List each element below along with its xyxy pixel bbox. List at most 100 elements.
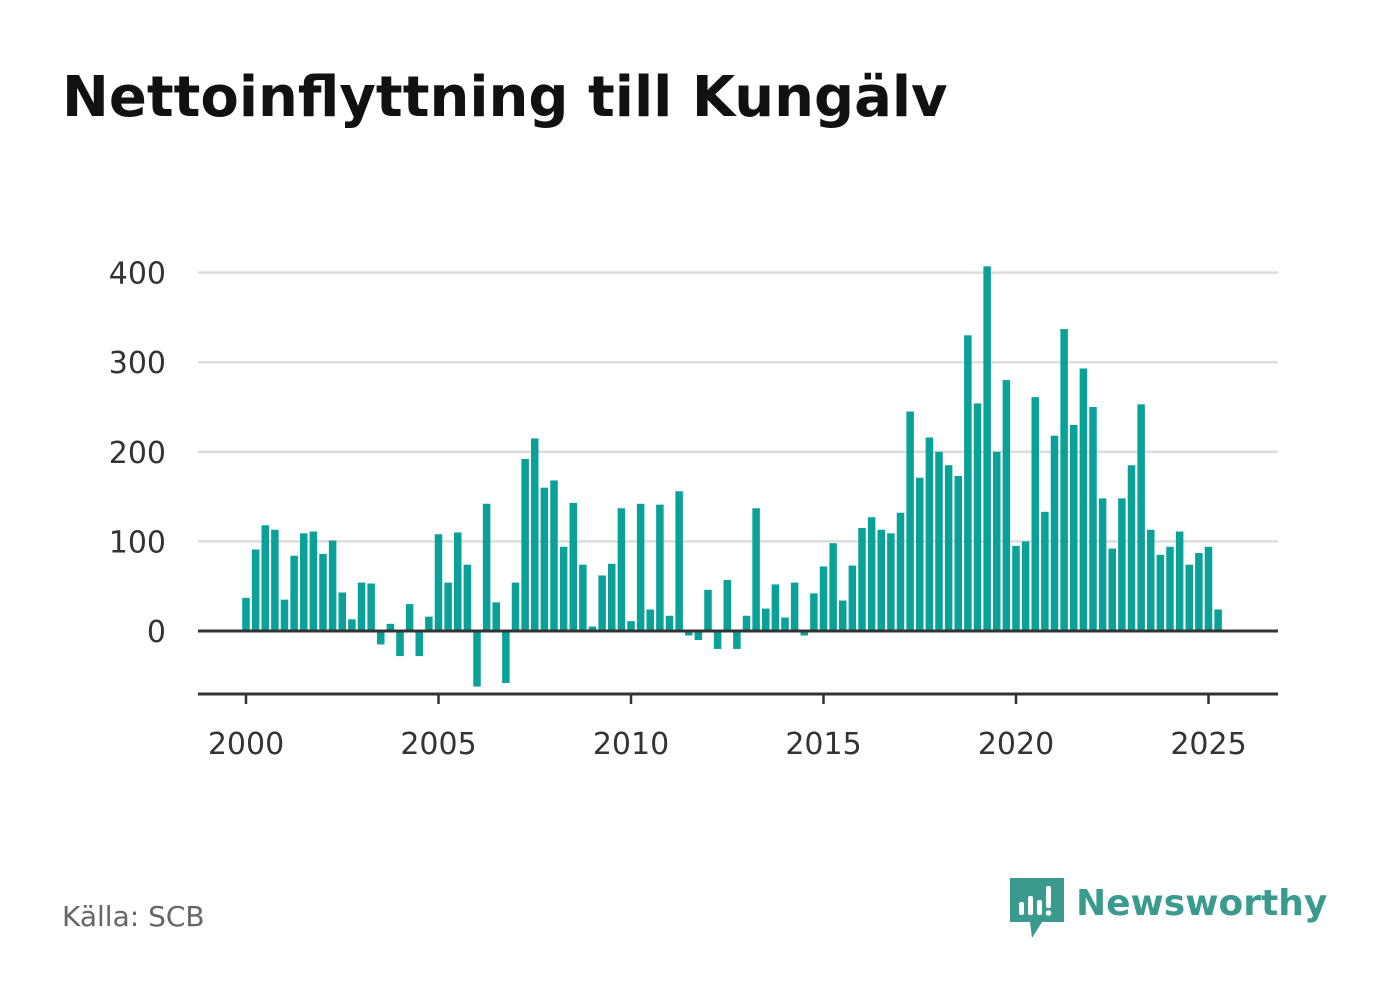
bar	[761, 608, 770, 631]
x-tick-label: 2010	[593, 727, 669, 762]
bar	[684, 631, 693, 636]
bar	[396, 631, 404, 657]
y-axis-ticks: 0 100 200 300 400	[109, 257, 166, 650]
bar	[627, 621, 635, 631]
bar	[752, 508, 760, 631]
bar	[838, 600, 847, 631]
bar	[473, 631, 481, 687]
bar	[415, 631, 424, 657]
bar	[521, 458, 529, 631]
bar	[1021, 541, 1030, 631]
bar	[694, 631, 703, 640]
bar	[290, 555, 298, 631]
bar	[559, 546, 568, 631]
bar	[800, 631, 809, 636]
bar	[723, 579, 732, 631]
bar	[405, 604, 414, 631]
bar	[983, 266, 991, 631]
bar	[973, 403, 982, 631]
bar	[1127, 465, 1136, 631]
bar	[992, 451, 1001, 631]
bar	[646, 609, 655, 631]
bar	[1204, 546, 1213, 631]
y-tick-label: 200	[109, 436, 166, 471]
bar	[338, 592, 347, 631]
bar	[1050, 435, 1059, 631]
bar	[733, 631, 741, 649]
bar	[1185, 564, 1194, 631]
bar	[569, 502, 578, 631]
bar	[944, 465, 953, 631]
bar	[858, 527, 866, 631]
x-axis-ticks: 2000 2005 2010 2015 2020 2025	[208, 694, 1247, 762]
bar	[887, 533, 895, 631]
bar	[271, 529, 279, 631]
bar	[386, 623, 395, 631]
bar	[1156, 554, 1165, 631]
bar	[492, 602, 501, 631]
x-tick-label: 2025	[1170, 727, 1246, 762]
bar	[704, 589, 712, 631]
bar	[511, 582, 520, 631]
bar	[656, 504, 664, 631]
bar	[810, 593, 818, 631]
bar	[1175, 531, 1184, 631]
bar	[819, 566, 828, 631]
bar	[1002, 380, 1011, 631]
bar	[1031, 397, 1040, 631]
bar	[771, 584, 780, 631]
bars	[242, 266, 1222, 687]
bar	[598, 575, 606, 631]
bar	[954, 475, 963, 631]
bar	[935, 451, 943, 631]
x-tick-label: 2000	[208, 727, 284, 762]
bar	[453, 532, 462, 631]
bar	[1108, 548, 1117, 631]
newsworthy-brand: Newsworthy	[1010, 878, 1327, 942]
x-tick-label: 2005	[400, 727, 476, 762]
bar	[915, 477, 924, 631]
bar	[309, 531, 318, 631]
bar	[242, 597, 250, 631]
bar	[579, 564, 587, 631]
bar	[367, 583, 375, 631]
bar	[675, 491, 683, 631]
bar	[588, 626, 597, 631]
y-tick-label: 100	[109, 525, 166, 560]
bar	[1060, 329, 1068, 631]
bar	[444, 582, 452, 631]
y-tick-label: 0	[147, 615, 166, 650]
bar	[434, 534, 443, 631]
bar	[1069, 424, 1078, 631]
grid-lines	[198, 271, 1278, 543]
bar	[502, 631, 510, 683]
bar	[482, 503, 491, 631]
bar	[1098, 498, 1107, 631]
x-tick-label: 2020	[978, 727, 1054, 762]
bar	[357, 582, 366, 631]
bar	[1089, 407, 1097, 631]
bar	[251, 549, 260, 631]
bar	[1137, 404, 1145, 631]
bar	[550, 480, 558, 631]
bar	[328, 540, 337, 631]
bar	[463, 564, 472, 631]
y-tick-label: 400	[109, 257, 166, 292]
bar	[867, 517, 876, 631]
bar	[665, 615, 674, 631]
bar	[636, 503, 645, 631]
bar	[742, 615, 751, 631]
y-tick-label: 300	[109, 346, 166, 381]
newsworthy-logo-icon	[1010, 878, 1064, 938]
bar	[376, 631, 385, 645]
bar	[607, 563, 616, 631]
bar	[877, 529, 886, 631]
bar	[1214, 609, 1222, 631]
bar	[713, 631, 722, 649]
bar	[425, 616, 433, 631]
bar	[906, 411, 914, 631]
x-tick-label: 2015	[785, 727, 861, 762]
bar	[617, 508, 626, 631]
bar	[1118, 498, 1126, 631]
bar	[848, 565, 857, 631]
